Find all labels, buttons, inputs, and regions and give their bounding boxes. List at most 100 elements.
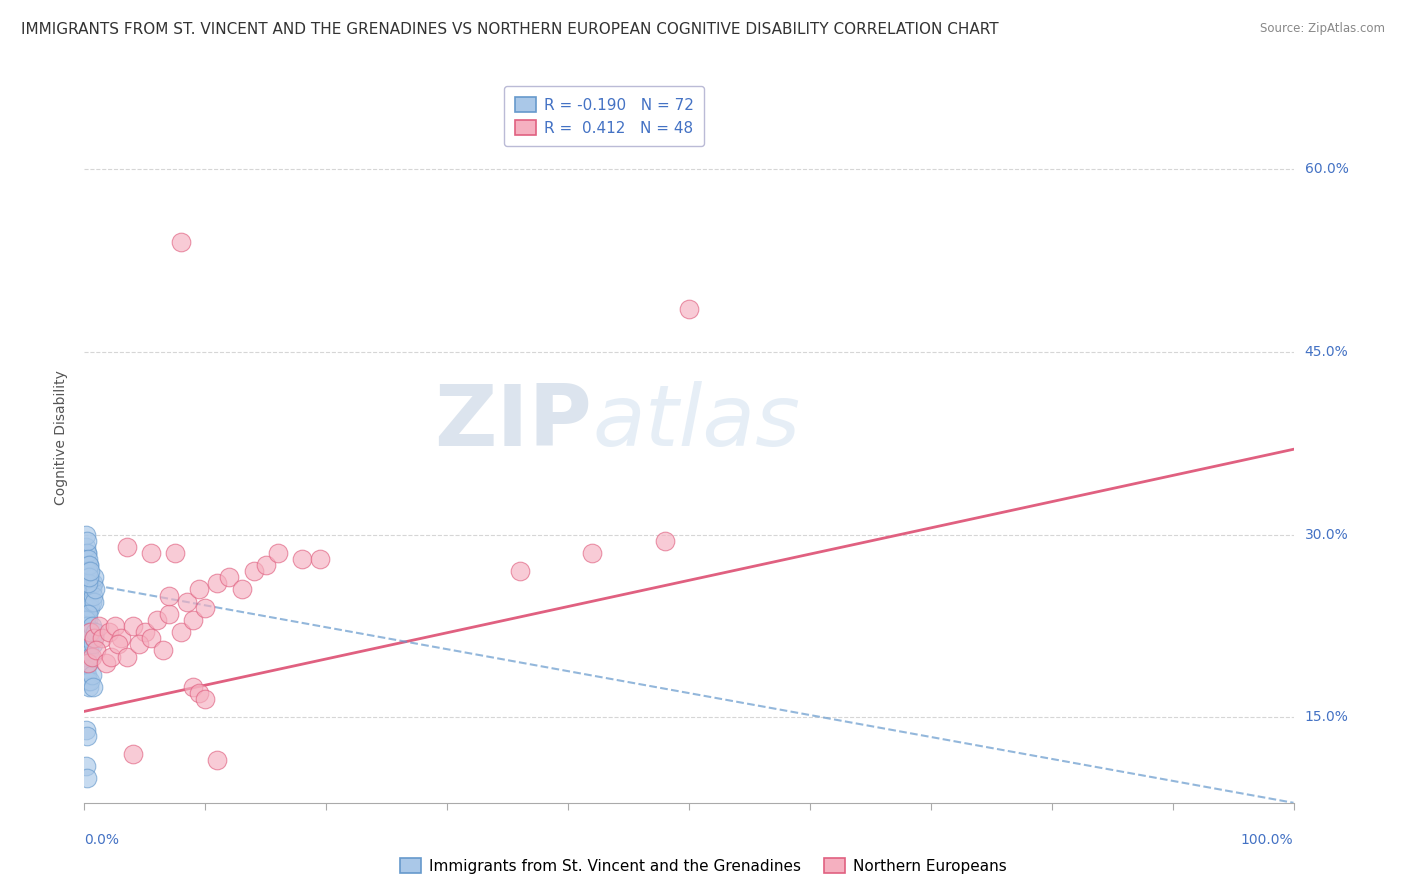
Point xyxy=(75,576,97,591)
Point xyxy=(76,570,98,584)
Point xyxy=(75,625,97,640)
Point xyxy=(91,632,114,646)
Point xyxy=(83,632,105,646)
Point xyxy=(254,558,277,573)
Point xyxy=(77,656,100,670)
Point xyxy=(678,302,700,317)
Point xyxy=(77,625,100,640)
Point xyxy=(76,619,98,633)
Point xyxy=(77,558,100,573)
Point xyxy=(157,607,180,621)
Point xyxy=(581,546,603,560)
Point xyxy=(76,558,98,573)
Point xyxy=(82,589,104,603)
Point xyxy=(207,576,229,591)
Point xyxy=(79,625,101,640)
Point xyxy=(80,632,103,646)
Point xyxy=(194,692,217,706)
Point xyxy=(75,552,97,566)
Point xyxy=(188,582,211,597)
Point xyxy=(77,656,100,670)
Point xyxy=(181,613,204,627)
Point xyxy=(83,570,105,584)
Point xyxy=(146,613,169,627)
Point xyxy=(165,546,187,560)
Point xyxy=(77,625,100,640)
Point xyxy=(77,637,100,651)
Point xyxy=(76,594,98,608)
Text: atlas: atlas xyxy=(592,381,800,464)
Point xyxy=(77,570,100,584)
Point xyxy=(107,637,129,651)
Point xyxy=(181,680,204,694)
Point xyxy=(157,589,180,603)
Point xyxy=(170,235,193,249)
Text: ZIP: ZIP xyxy=(434,381,592,464)
Point xyxy=(75,540,97,554)
Point xyxy=(77,673,100,688)
Point xyxy=(76,772,98,786)
Point xyxy=(134,625,156,640)
Point xyxy=(79,637,101,651)
Point xyxy=(207,753,229,767)
Point xyxy=(79,564,101,578)
Point xyxy=(76,729,98,743)
Point xyxy=(87,619,110,633)
Text: 60.0%: 60.0% xyxy=(1305,161,1348,176)
Point xyxy=(104,619,127,633)
Point xyxy=(77,613,100,627)
Text: 15.0%: 15.0% xyxy=(1305,710,1348,724)
Legend: R = -0.190   N = 72, R =  0.412   N = 48: R = -0.190 N = 72, R = 0.412 N = 48 xyxy=(505,87,704,146)
Point xyxy=(77,576,100,591)
Point xyxy=(509,564,531,578)
Point xyxy=(231,582,253,597)
Text: 100.0%: 100.0% xyxy=(1241,833,1294,847)
Text: IMMIGRANTS FROM ST. VINCENT AND THE GRENADINES VS NORTHERN EUROPEAN COGNITIVE DI: IMMIGRANTS FROM ST. VINCENT AND THE GREN… xyxy=(21,22,998,37)
Point xyxy=(83,594,105,608)
Point xyxy=(80,594,103,608)
Point xyxy=(86,643,108,657)
Point xyxy=(79,600,101,615)
Point xyxy=(152,643,174,657)
Point xyxy=(188,686,211,700)
Point xyxy=(242,564,264,578)
Point xyxy=(75,527,97,541)
Point xyxy=(97,625,120,640)
Point xyxy=(76,667,98,682)
Point xyxy=(291,552,314,566)
Text: 45.0%: 45.0% xyxy=(1305,344,1348,359)
Point xyxy=(80,649,103,664)
Point xyxy=(77,607,100,621)
Point xyxy=(79,576,101,591)
Point xyxy=(75,759,97,773)
Point xyxy=(77,558,100,573)
Point xyxy=(80,582,103,597)
Point xyxy=(115,649,138,664)
Point xyxy=(128,637,150,651)
Point xyxy=(194,600,217,615)
Point xyxy=(139,546,162,560)
Point xyxy=(76,619,98,633)
Point xyxy=(77,632,100,646)
Point xyxy=(75,600,97,615)
Point xyxy=(139,632,162,646)
Point xyxy=(77,680,100,694)
Point xyxy=(76,607,98,621)
Point xyxy=(79,673,101,688)
Point xyxy=(77,564,100,578)
Point xyxy=(115,540,138,554)
Point xyxy=(121,747,143,761)
Point xyxy=(75,613,97,627)
Point xyxy=(79,589,101,603)
Point xyxy=(82,680,104,694)
Point xyxy=(76,546,98,560)
Point xyxy=(218,570,240,584)
Point xyxy=(75,564,97,578)
Point xyxy=(76,533,98,548)
Point xyxy=(75,662,97,676)
Point xyxy=(654,533,676,548)
Point xyxy=(77,643,100,657)
Point xyxy=(84,625,107,640)
Text: Source: ZipAtlas.com: Source: ZipAtlas.com xyxy=(1260,22,1385,36)
Point xyxy=(176,594,198,608)
